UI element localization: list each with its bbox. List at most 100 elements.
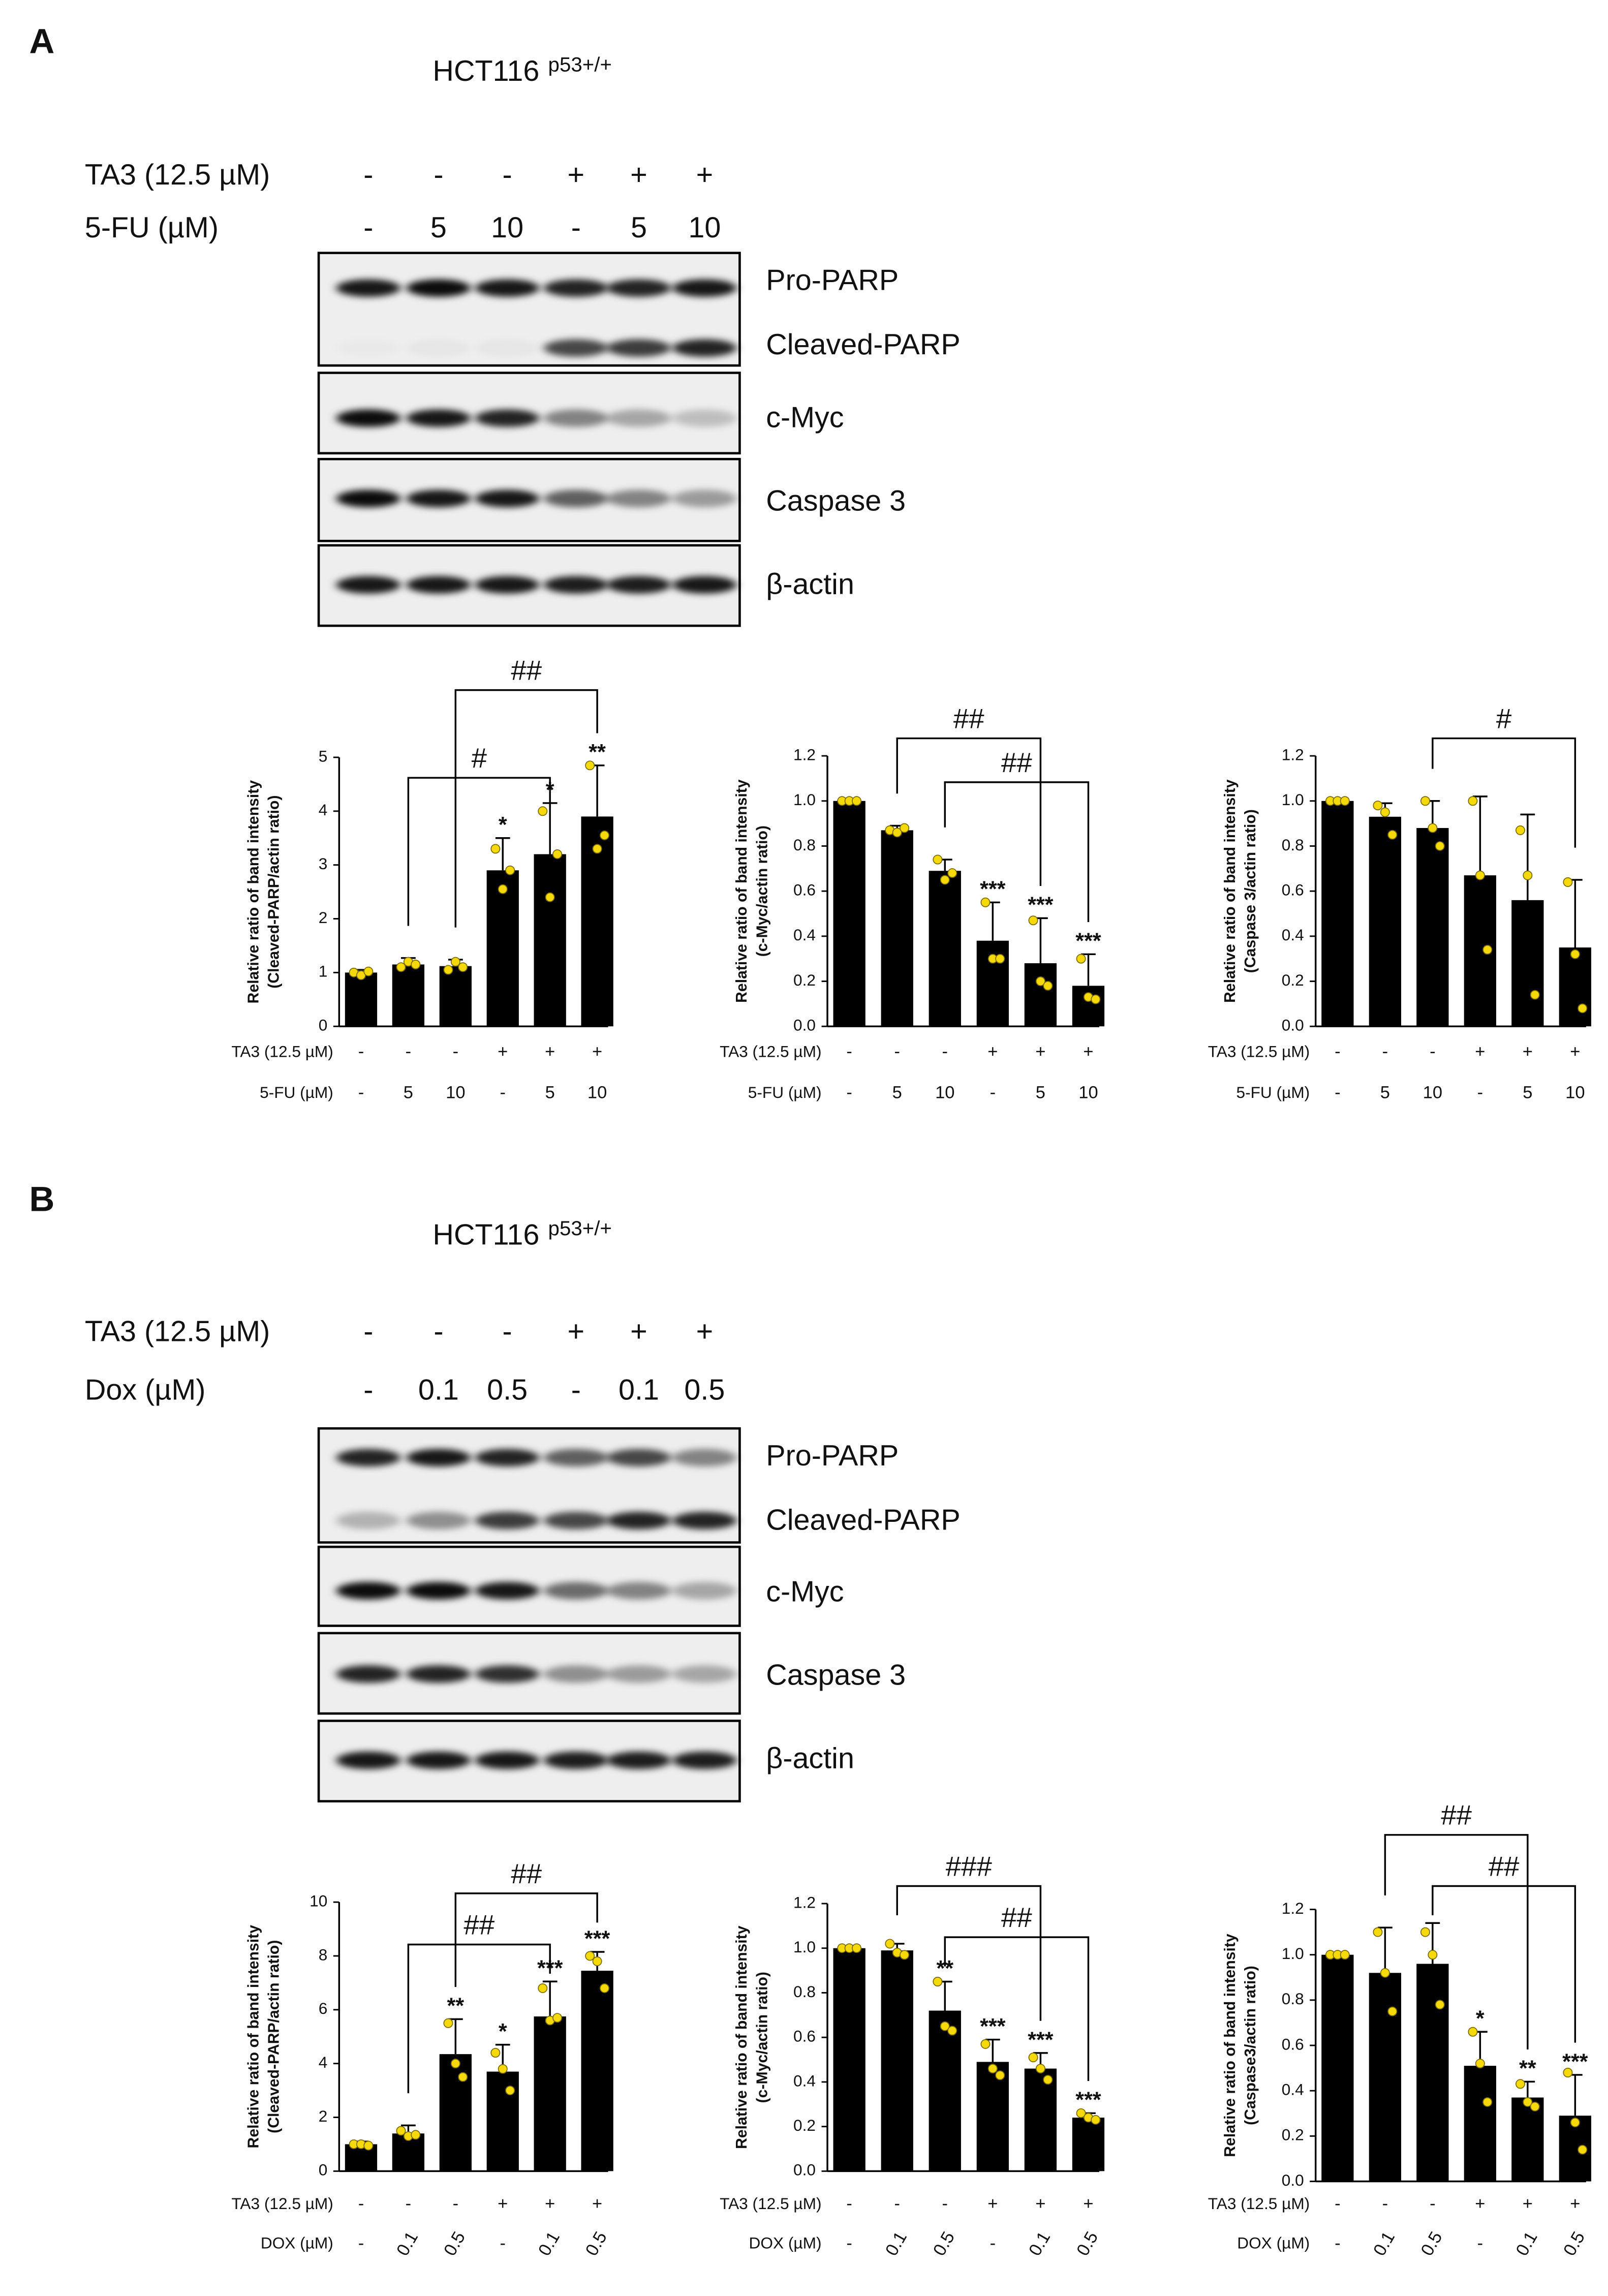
data-point [458, 2072, 468, 2082]
bar [345, 972, 378, 1027]
data-point [947, 2026, 957, 2036]
condition-label: + [592, 1042, 602, 1061]
blot-band [606, 1665, 671, 1683]
significance-label: * [499, 2019, 507, 2044]
condition-label: 10 [1078, 1083, 1098, 1103]
significance-label: *** [1075, 929, 1101, 954]
blot-band [672, 1512, 737, 1529]
significance-bracket [407, 1943, 551, 2094]
treatment-value: + [696, 1315, 714, 1348]
significance-label: *** [584, 1926, 610, 1951]
bar [1369, 816, 1401, 1027]
data-point [490, 2048, 501, 2058]
blot-band [406, 409, 471, 427]
blot-band [672, 279, 737, 297]
condition-label: + [1570, 1042, 1580, 1061]
bracket-label: ## [1489, 1851, 1520, 1882]
data-point [1523, 870, 1533, 880]
bar [1416, 1964, 1449, 2182]
y-tick-label: 2 [319, 908, 328, 927]
treatment-value: + [696, 159, 714, 191]
condition-label: - [1477, 2233, 1483, 2253]
blot-label: Caspase 3 [766, 485, 906, 517]
condition-name: TA3 (12.5 µM) [1208, 2194, 1310, 2213]
condition-label: - [1335, 2194, 1341, 2214]
data-point [1435, 2000, 1445, 2010]
condition-label: 10 [1565, 1083, 1585, 1103]
condition-label: - [894, 2194, 900, 2214]
cell-line-title: HCT116 p53+/+ [432, 1217, 612, 1251]
blot-band [475, 339, 540, 357]
data-point [1340, 796, 1350, 806]
condition-label: + [498, 1042, 508, 1061]
condition-name: TA3 (12.5 µM) [231, 1042, 333, 1060]
y-axis-label: Relative ratio of band intensity [245, 780, 262, 1004]
treatment-value: 5 [631, 211, 647, 244]
blot-band [406, 1665, 471, 1683]
condition-label: - [894, 1042, 900, 1061]
data-point [592, 844, 602, 854]
data-point [1373, 1927, 1383, 1937]
y-tick-label: 0.8 [793, 1982, 816, 2001]
condition-label: - [406, 1042, 412, 1061]
y-tick-label: 0.8 [793, 836, 816, 854]
significance-bracket [454, 1892, 598, 1987]
y-tick-label: 6 [319, 1999, 328, 2017]
blot-band [672, 576, 737, 594]
blot-label: Pro-PARP [766, 264, 899, 296]
bracket-label: # [1496, 703, 1512, 734]
treatment-name: TA3 (12.5 µM) [85, 159, 270, 191]
condition-label: + [1475, 2194, 1485, 2214]
data-point [1563, 877, 1573, 887]
data-point [1475, 2059, 1485, 2069]
condition-label: - [406, 2194, 412, 2214]
condition-label: - [1335, 1083, 1341, 1103]
y-axis-label: (Caspase 3/actin ratio) [1242, 809, 1259, 973]
y-tick-label: 0.4 [793, 926, 816, 944]
treatment-value: 10 [491, 211, 523, 244]
condition-name: DOX (µM) [1237, 2234, 1310, 2252]
bar [439, 2054, 472, 2171]
y-tick-label: 10 [310, 1891, 327, 1910]
blot-band [606, 1512, 671, 1529]
data-point [1515, 825, 1525, 835]
blot-band [336, 1512, 401, 1529]
blot-band [606, 409, 671, 427]
blot-band [544, 1512, 608, 1529]
condition-label: + [1523, 1042, 1533, 1061]
y-tick-label: 1.0 [793, 1938, 816, 1956]
blot-band [544, 1449, 608, 1466]
condition-name: TA3 (12.5 µM) [1208, 1042, 1310, 1060]
blot-band [475, 1512, 540, 1529]
data-point [450, 2059, 460, 2069]
treatment-name: TA3 (12.5 µM) [85, 1315, 270, 1348]
data-point [552, 849, 563, 859]
bar [1511, 900, 1544, 1027]
y-tick-label: 0.0 [793, 2161, 816, 2179]
condition-label: - [1477, 1083, 1483, 1103]
blot-band [406, 1512, 471, 1529]
data-point [987, 2064, 998, 2074]
condition-label: - [846, 1083, 852, 1103]
treatment-value: 0.1 [619, 1373, 659, 1406]
cell-line-superscript: p53+/+ [548, 53, 612, 76]
data-point [600, 1983, 609, 1993]
condition-label: - [1335, 1042, 1341, 1061]
blot-label: Pro-PARP [766, 1440, 899, 1472]
significance-label: *** [1562, 2049, 1588, 2074]
panel-letter: B [29, 1180, 55, 1219]
cell-line-title: HCT116 p53+/+ [432, 53, 612, 87]
blot-band [544, 576, 608, 594]
blot-frame [317, 252, 741, 367]
significance-label: ** [1519, 2057, 1536, 2081]
y-tick-label: 0 [319, 2161, 328, 2179]
condition-label: 0.1 [1370, 2228, 1399, 2259]
y-axis-label: Relative ratio of band intensity [733, 1925, 750, 2149]
bar [1369, 1973, 1401, 2182]
bracket-label: ## [511, 1858, 542, 1889]
blot-band [475, 489, 540, 508]
condition-label: 0.1 [393, 2228, 422, 2259]
blot-band [406, 279, 471, 297]
blot-band [544, 279, 608, 297]
blot-band [475, 1582, 540, 1600]
